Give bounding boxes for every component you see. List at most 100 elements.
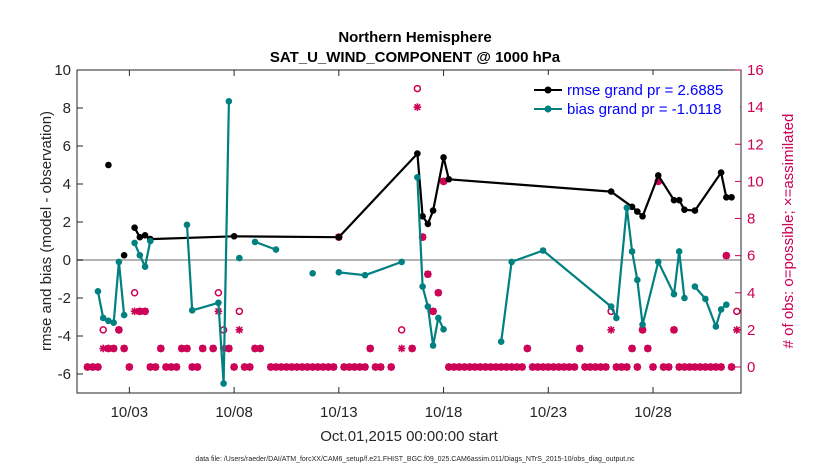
obs-assimilated-stroke — [183, 345, 191, 352]
bias-point — [607, 303, 615, 310]
y-tick-label: -2 — [58, 290, 71, 307]
obs-assimilated-stroke — [445, 363, 453, 371]
data-file-footnote: data file: /Users/raeder/DAI/ATM_forcXX/… — [195, 456, 635, 463]
obs-assimilated-marker — [120, 344, 128, 353]
chart-title: Northern Hemisphere — [338, 29, 491, 46]
obs-assimilated-stroke — [283, 363, 290, 371]
obs-assimilated-stroke — [99, 345, 107, 352]
legend-bias-marker — [544, 105, 552, 113]
bias-point — [497, 338, 505, 346]
obs-assimilated-marker — [612, 363, 621, 371]
obs-assimilated-stroke — [523, 345, 531, 352]
obs-assimilated-stroke — [639, 326, 646, 334]
rmse-point — [141, 232, 149, 239]
y2-tick-label: 2 — [747, 322, 755, 339]
bias-point — [361, 271, 369, 279]
obs-assimilated-stroke — [84, 363, 91, 371]
bias-point — [675, 248, 683, 255]
obs-assimilated-stroke — [686, 363, 694, 371]
bias-point — [335, 269, 343, 276]
obs-assimilated-marker — [717, 363, 725, 371]
obs-assimilated-marker — [712, 363, 720, 371]
obs-assimilated-stroke — [398, 345, 406, 352]
rmse-point — [728, 194, 735, 201]
obs-assimilated-marker — [193, 363, 202, 371]
bias-point — [183, 221, 191, 229]
obs-assimilated-stroke — [602, 363, 610, 371]
bias-point — [681, 294, 688, 302]
obs-assimilated-stroke — [644, 345, 652, 352]
obs-assimilated-stroke — [497, 363, 505, 371]
obs-assimilated-stroke — [361, 363, 369, 371]
bias-point — [99, 314, 107, 322]
rmse-point — [639, 213, 646, 220]
obs-assimilated-stroke — [277, 363, 285, 371]
obs-assimilated-stroke — [529, 363, 536, 371]
obs-assimilated-marker — [429, 307, 437, 316]
rmse-point — [414, 150, 421, 157]
obs-assimilated-stroke — [429, 307, 437, 315]
obs-assimilated-marker — [523, 344, 532, 353]
obs-assimilated-stroke — [466, 363, 474, 371]
obs-possible-marker — [397, 326, 406, 334]
bias-point — [435, 314, 442, 322]
rmse-point — [675, 196, 683, 204]
obs-assimilated-marker — [570, 363, 579, 371]
obs-assimilated-stroke — [665, 363, 673, 371]
bias-point — [508, 258, 515, 266]
y2-tick-label: 14 — [747, 99, 764, 116]
obs-assimilated-marker — [115, 326, 123, 334]
bias-point — [429, 342, 437, 349]
obs-assimilated-stroke — [707, 363, 715, 371]
x-tick-label: 10/23 — [530, 404, 568, 421]
obs-assimilated-stroke — [94, 363, 102, 371]
obs-assimilated-stroke — [167, 363, 175, 371]
obs-assimilated-stroke — [722, 252, 730, 260]
obs-assimilated-marker — [722, 251, 731, 260]
obs-assimilated-stroke — [612, 363, 620, 371]
bias-point — [110, 319, 117, 327]
x-tick-label: 10/13 — [320, 404, 358, 421]
rmse-point — [628, 203, 636, 211]
obs-assimilated-marker — [109, 344, 118, 353]
rmse-point — [723, 194, 730, 201]
obs-assimilated-marker — [172, 363, 181, 371]
obs-assimilated-stroke — [162, 363, 170, 371]
obs-assimilated-stroke — [502, 363, 510, 371]
obs-assimilated-stroke — [251, 345, 259, 352]
legend: rmse grand pr = 2.6885 bias grand pr = -… — [530, 75, 740, 119]
obs-assimilated-marker — [366, 344, 375, 353]
y2-axis-label: # of obs: o=possible; ×=assimilated — [780, 114, 797, 349]
obs-assimilated-marker — [643, 344, 652, 353]
y-axis-label: rmse and bias (model - observation) — [38, 111, 55, 351]
bias-point — [414, 174, 421, 181]
obs-assimilated-stroke — [314, 363, 322, 371]
obs-assimilated-marker — [691, 363, 699, 371]
bias-point — [147, 237, 154, 245]
bias-point — [691, 283, 699, 290]
obs-assimilated-marker — [146, 363, 155, 371]
y2-tick-label: 16 — [747, 62, 764, 79]
bias-point — [136, 251, 144, 259]
series-layer — [94, 98, 735, 387]
y2-tick-label: 12 — [747, 136, 764, 153]
obs-assimilated-marker — [376, 363, 385, 371]
obs-assimilated-stroke — [518, 363, 526, 371]
obs-assimilated-stroke — [701, 363, 709, 371]
obs-assimilated-stroke — [461, 363, 468, 371]
obs-assimilated-stroke — [288, 363, 296, 371]
obs-assimilated-marker — [387, 363, 395, 371]
x-tick-label: 10/03 — [111, 404, 149, 421]
obs-assimilated-marker — [727, 363, 736, 371]
bias-point — [539, 247, 547, 254]
bias-point — [639, 321, 646, 328]
obs-assimilated-stroke — [303, 363, 311, 371]
legend-bias-label: bias grand pr = -1.0118 — [567, 101, 721, 118]
plot-frame — [76, 69, 742, 394]
obs-assimilated-marker — [434, 288, 443, 297]
bias-point — [670, 290, 678, 298]
obs-assimilated-stroke — [623, 363, 631, 371]
obs-assimilated-marker — [664, 363, 673, 371]
obs-assimilated-stroke — [413, 103, 421, 111]
